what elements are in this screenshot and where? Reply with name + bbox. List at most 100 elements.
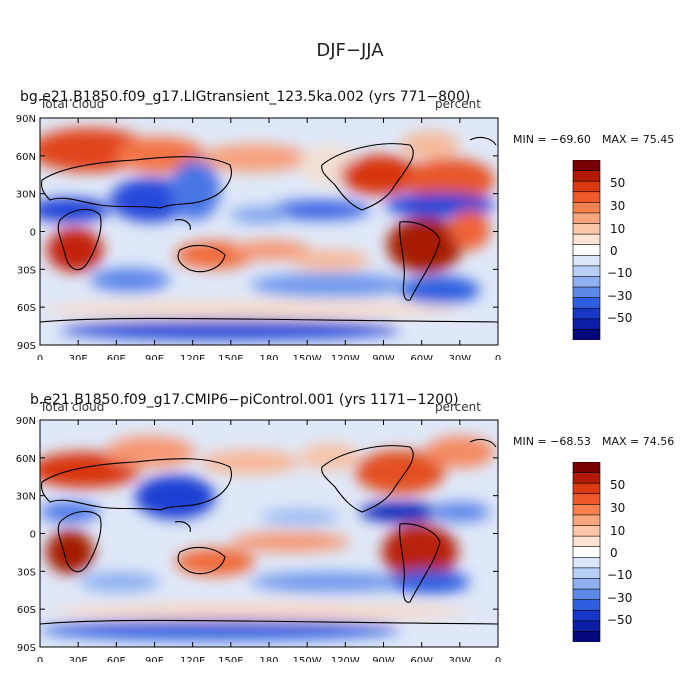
panel-2-map: 90N 60N 30N 0 30S 60S 90S 0 30E 60E 90E 120E 150E 18… bbox=[16, 416, 501, 662]
lat-tick-label: 60S bbox=[17, 605, 36, 616]
lat-tick-label: 90N bbox=[16, 114, 36, 125]
colorbar-swatch bbox=[572, 525, 601, 537]
panel-1-colorbar-labels: 50 30 10 0 −10 −30 −50 bbox=[607, 160, 650, 340]
lat-tick-label: 30N bbox=[16, 190, 36, 201]
colorbar-swatch bbox=[572, 631, 601, 642]
lon-tick-label: 30W bbox=[449, 656, 472, 662]
panel-2-units: percent bbox=[435, 400, 481, 414]
colorbar-swatch bbox=[572, 212, 601, 225]
lon-tick-label: 120W bbox=[331, 656, 360, 662]
lon-tick-label: 90W bbox=[372, 354, 395, 360]
lon-tick-label: 180 bbox=[259, 354, 278, 360]
lon-tick-label: 150E bbox=[218, 656, 243, 662]
colorbar-swatch bbox=[572, 620, 601, 633]
lon-tick-label: 150W bbox=[293, 656, 322, 662]
colorbar-swatch bbox=[572, 482, 601, 495]
lat-tick-label: 30S bbox=[17, 265, 36, 276]
colorbar-swatch bbox=[572, 265, 601, 278]
colorbar-swatch bbox=[572, 191, 601, 204]
lon-tick-label: 0 bbox=[37, 354, 43, 360]
colorbar-swatch bbox=[572, 493, 601, 506]
lon-tick-label: 60W bbox=[410, 656, 433, 662]
lat-tick-label: 60N bbox=[16, 454, 36, 465]
cb2-label: 30 bbox=[610, 501, 626, 515]
colorbar-swatch bbox=[572, 318, 601, 331]
panel-1-max: MAX = 75.45 bbox=[602, 133, 675, 146]
colorbar-swatch bbox=[572, 578, 601, 590]
panel-1-lon-axis: 0 30E 60E 90E 120E 150E 180 150W 120W 90W 60W 30W 0 bbox=[37, 118, 501, 360]
cb2-label: 50 bbox=[610, 478, 626, 492]
panel-1-variable: Total cloud bbox=[40, 97, 105, 111]
lon-tick-label: 60E bbox=[107, 354, 126, 360]
colorbar-swatch bbox=[572, 276, 601, 288]
lon-tick-label: 0 bbox=[495, 656, 501, 662]
cb1-label: 30 bbox=[610, 199, 626, 213]
lat-tick-label: 30N bbox=[16, 492, 36, 503]
lon-tick-label: 0 bbox=[495, 354, 501, 360]
lat-tick-label: 90S bbox=[17, 643, 36, 654]
lon-tick-label: 180 bbox=[259, 656, 278, 662]
panel-2-colorbar bbox=[572, 462, 601, 642]
lon-tick-label: 60E bbox=[107, 656, 126, 662]
colorbar-swatch bbox=[572, 244, 601, 257]
colorbar-swatch bbox=[572, 588, 601, 601]
colorbar-swatch bbox=[572, 223, 601, 235]
colorbar-swatch bbox=[572, 202, 601, 214]
lat-tick-label: 60S bbox=[17, 303, 36, 314]
panel-1-lat-axis: 90N 60N 30N 0 30S 60S 90S bbox=[16, 114, 498, 352]
cb2-label: −10 bbox=[607, 568, 633, 582]
cb2-label: 0 bbox=[610, 546, 618, 560]
cb1-label: −10 bbox=[607, 266, 633, 280]
colorbar-swatch bbox=[572, 514, 601, 527]
lat-tick-label: 60N bbox=[16, 152, 36, 163]
panel-2-lat-axis: 90N 60N 30N 0 30S 60S 90S bbox=[16, 416, 498, 654]
lat-tick-label: 90N bbox=[16, 416, 36, 427]
cb2-label: −30 bbox=[607, 591, 633, 605]
cb2-label: −50 bbox=[607, 613, 633, 627]
colorbar-swatch bbox=[572, 472, 601, 484]
lat-tick-label: 90S bbox=[17, 341, 36, 352]
panel-2-variable: Total cloud bbox=[40, 400, 105, 414]
lon-tick-label: 30E bbox=[69, 656, 88, 662]
cb1-label: 10 bbox=[610, 222, 626, 236]
colorbar-swatch bbox=[572, 233, 601, 246]
panel-2-lon-axis: 0 30E 60E 90E 120E 150E 180 150W 120W 90W 60W 30W 0 bbox=[37, 420, 501, 662]
colorbar-swatch bbox=[572, 254, 601, 267]
colorbar-swatch bbox=[572, 567, 601, 580]
main-title: DJF−JJA bbox=[316, 40, 384, 61]
cb1-label: 0 bbox=[610, 244, 618, 258]
lat-tick-label: 0 bbox=[30, 530, 36, 541]
colorbar-swatch bbox=[572, 286, 601, 299]
colorbar-swatch bbox=[572, 170, 601, 182]
lon-tick-label: 150W bbox=[293, 354, 322, 360]
panel-2-colorbar-labels: 50 30 10 0 −10 −30 −50 bbox=[607, 462, 650, 642]
panel-1-title: bg.e21.B1850.f09_g17.LIGtransient_123.5k… bbox=[20, 89, 471, 105]
lat-tick-label: 0 bbox=[30, 228, 36, 239]
lon-tick-label: 30E bbox=[69, 354, 88, 360]
lon-tick-label: 120W bbox=[331, 354, 360, 360]
lon-tick-label: 30W bbox=[449, 354, 472, 360]
panel-2-max: MAX = 74.56 bbox=[602, 435, 675, 448]
lon-tick-label: 0 bbox=[37, 656, 43, 662]
lon-tick-label: 120E bbox=[180, 656, 205, 662]
cb1-label: 50 bbox=[610, 176, 626, 190]
panel-1-map: 90N 60N 30N 0 30S 60S 90S 0 30E 60E 90E 120E 150E 18… bbox=[16, 114, 501, 360]
panel-1-units: percent bbox=[435, 97, 481, 111]
cb2-label: 10 bbox=[610, 524, 626, 538]
cb1-label: −30 bbox=[607, 289, 633, 303]
panel-2-title: b.e21.B1850.f09_g17.CMIP6−piControl.001 … bbox=[30, 392, 459, 408]
colorbar-swatch bbox=[572, 329, 601, 340]
colorbar-swatch bbox=[572, 462, 601, 474]
lon-tick-label: 120E bbox=[180, 354, 205, 360]
colorbar-swatch bbox=[572, 160, 601, 172]
panel-2-min: MIN = −68.53 bbox=[513, 435, 591, 448]
colorbar-swatch bbox=[572, 180, 601, 193]
lat-tick-label: 30S bbox=[17, 567, 36, 578]
colorbar-swatch bbox=[572, 609, 601, 622]
panel-1-colorbar bbox=[572, 160, 601, 340]
panel-1-min: MIN = −69.60 bbox=[513, 133, 591, 146]
colorbar-swatch bbox=[572, 556, 601, 569]
lon-tick-label: 150E bbox=[218, 354, 243, 360]
lon-tick-label: 90E bbox=[145, 354, 164, 360]
colorbar-swatch bbox=[572, 297, 601, 310]
